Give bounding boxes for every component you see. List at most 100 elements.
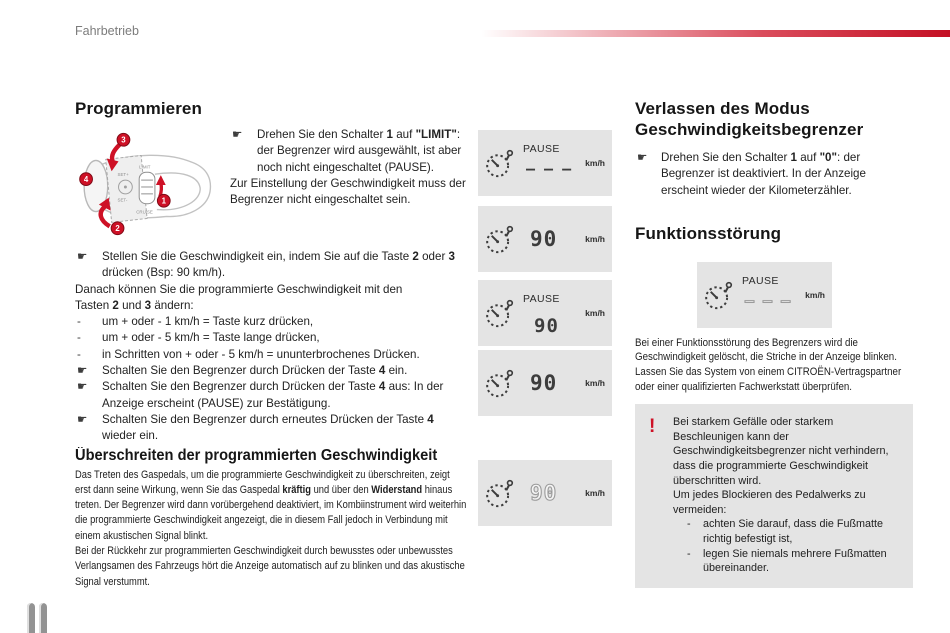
- display-unit: km/h: [585, 234, 605, 244]
- stalk-label-limit: LIMIT: [139, 164, 151, 169]
- hand-icon: ☛: [77, 364, 88, 378]
- svg-text:1: 1: [162, 197, 167, 206]
- instruction-step: ☛ Schalten Sie den Begrenzer durch Drück…: [75, 379, 468, 412]
- intro-note: Zur Einstellung der Geschwindigkeit muss…: [230, 176, 466, 207]
- step-text: Schalten Sie den Begrenzer durch erneute…: [102, 412, 437, 443]
- display-unit: km/h: [585, 308, 605, 318]
- right-column: Verlassen des Modus Geschwindigkeitsbegr…: [635, 98, 913, 588]
- control-stalk-illustration: SET+ SET- LIMIT CRUISE: [79, 132, 212, 236]
- step-list: ☛ Stellen Sie die Geschwindigkeit ein, i…: [75, 249, 468, 445]
- display-unit: km/h: [585, 378, 605, 388]
- display-column: PAUSE – – – km/h 90 km/h PAUSE 90 km/h 9…: [478, 130, 612, 530]
- speed-limiter-icon: [486, 479, 514, 508]
- hand-icon: ☛: [77, 250, 88, 263]
- display-label: PAUSE: [523, 293, 560, 305]
- overspeed-paragraph-1: Das Treten des Gaspedals, um die program…: [75, 468, 467, 542]
- dash-marker: -: [77, 331, 81, 345]
- step-text: Stellen Sie die Geschwindigkeit ein, ind…: [102, 250, 459, 280]
- left-column: Programmieren SET+ SET- LIM: [75, 98, 468, 590]
- step-text: in Schritten von + oder - 5 km/h = ununt…: [102, 347, 420, 361]
- hand-icon: ☛: [637, 151, 648, 164]
- malfunction-paragraph: Bei einer Funktionsstörung des Begrenzer…: [635, 336, 902, 393]
- instruction-step: - in Schritten von + oder - 5 km/h = unu…: [75, 347, 468, 363]
- instrument-display-speed: 90 km/h: [478, 350, 612, 416]
- instruction-step: ☛ Schalten Sie den Begrenzer durch Drück…: [75, 363, 468, 379]
- speed-limiter-icon: [486, 149, 514, 178]
- speed-limiter-icon: [705, 281, 733, 310]
- arrow-1-head: [155, 175, 166, 186]
- speed-limiter-icon: [486, 299, 514, 328]
- instruction-step: ☛ Drehen Sie den Schalter 1 auf "0": der…: [635, 150, 913, 199]
- warning-item-text: legen Sie niemals mehrere Fußmatten über…: [703, 547, 887, 575]
- warning-paragraph-2: Um jedes Blockieren des Pedalwerks zu ve…: [673, 489, 866, 516]
- warning-list-item: - legen Sie niemals mehrere Fußmatten üb…: [673, 547, 901, 576]
- dash-marker: -: [687, 547, 691, 560]
- speed-limiter-icon: [486, 369, 514, 398]
- warning-list-item: - achten Sie darauf, dass die Fußmatte r…: [673, 517, 901, 546]
- running-head: Fahrbetrieb: [75, 24, 139, 38]
- dash-marker: -: [77, 347, 81, 361]
- callout-badge-3: 3: [116, 132, 131, 147]
- instrument-display-speed-blinking: 90 km/h: [478, 460, 612, 526]
- display-value: – – –: [526, 160, 572, 178]
- instruction-step: ☛ Schalten Sie den Begrenzer durch erneu…: [75, 412, 468, 445]
- svg-text:2: 2: [115, 224, 120, 233]
- stalk-label-set-plus: SET+: [118, 172, 130, 177]
- callout-badge-4: 4: [79, 172, 93, 186]
- accent-rule: [481, 30, 950, 37]
- hand-icon: ☛: [77, 380, 88, 394]
- section-title-funktionsstoerung: Funktionsstörung: [635, 223, 782, 243]
- warning-icon: !: [649, 416, 656, 438]
- display-value: – – –: [744, 291, 791, 310]
- dash-marker: -: [77, 315, 81, 329]
- instrument-display-pause: PAUSE – – – km/h: [478, 130, 612, 196]
- section-title-programmieren: Programmieren: [75, 99, 202, 118]
- warning-paragraph-1: Bei starkem Gefälle oder starkem Beschle…: [673, 416, 889, 487]
- arrow-2-head: [98, 197, 111, 211]
- step-text: um + oder - 5 km/h = Taste lange drücken…: [102, 331, 320, 345]
- step-text: Drehen Sie den Schalter 1 auf "0": der B…: [661, 151, 866, 197]
- intro-text: ☛ Drehen Sie den Schalter 1 auf "LIMIT":…: [230, 127, 467, 245]
- display-value: 90: [534, 315, 559, 337]
- overspeed-paragraph-2: Bei der Rückkehr zur programmierten Gesc…: [75, 545, 465, 588]
- display-label: PAUSE: [523, 143, 560, 155]
- instruction-step: Danach können Sie die programmierte Gesc…: [75, 282, 468, 315]
- stalk-label-set-minus: SET-: [118, 198, 128, 203]
- display-unit: km/h: [805, 289, 825, 300]
- display-value: 90: [529, 480, 558, 505]
- display-value: 90: [530, 227, 558, 251]
- dash-marker: -: [687, 518, 691, 531]
- speed-limiter-icon: [486, 225, 514, 254]
- svg-text:4: 4: [84, 175, 89, 184]
- step-text: Danach können Sie die programmierte Gesc…: [75, 282, 403, 312]
- step-text: um + oder - 1 km/h = Taste kurz drücken,: [102, 315, 314, 329]
- instruction-step: - um + oder - 5 km/h = Taste lange drück…: [75, 330, 468, 346]
- step-text: Drehen Sie den Schalter 1 auf "LIMIT": d…: [257, 128, 465, 174]
- instruction-step: - um + oder - 1 km/h = Taste kurz drücke…: [75, 314, 468, 330]
- arrow-2: [98, 204, 111, 229]
- stalk-label-cruise: CRUISE: [136, 210, 153, 215]
- display-unit: km/h: [585, 158, 605, 168]
- instruction-step: ☛ Stellen Sie die Geschwindigkeit ein, i…: [75, 249, 468, 282]
- callout-badge-2: 2: [110, 221, 125, 236]
- instrument-display-speed: 90 km/h: [478, 206, 612, 272]
- display-unit: km/h: [585, 488, 605, 498]
- instrument-display-malfunction: PAUSE – – – km/h: [697, 261, 832, 328]
- warning-box: ! Bei starkem Gefälle oder starkem Besch…: [635, 404, 913, 588]
- instrument-display-pause-speed: PAUSE 90 km/h: [478, 280, 612, 346]
- instruction-step: ☛ Drehen Sie den Schalter 1 auf "LIMIT":…: [230, 127, 467, 176]
- step-text: Schalten Sie den Begrenzer durch Drücken…: [102, 380, 446, 410]
- display-value: 90: [530, 371, 558, 395]
- hand-icon: ☛: [77, 412, 88, 426]
- chapter-tab-icon: [27, 603, 47, 633]
- step-text: Schalten Sie den Begrenzer durch Drücken…: [102, 364, 408, 378]
- warning-item-text: achten Sie darauf, dass die Fußmatte ric…: [703, 518, 884, 546]
- arrow-3-head: [106, 158, 119, 172]
- callout-badge-1: 1: [156, 193, 171, 208]
- hand-icon: ☛: [232, 128, 243, 141]
- subsection-title-ueberschreiten: Überschreiten der programmierten Geschwi…: [75, 446, 438, 464]
- display-label: PAUSE: [742, 274, 779, 287]
- section-title-verlassen: Verlassen des Modus Geschwindigkeitsbegr…: [635, 99, 864, 139]
- svg-text:3: 3: [121, 136, 126, 145]
